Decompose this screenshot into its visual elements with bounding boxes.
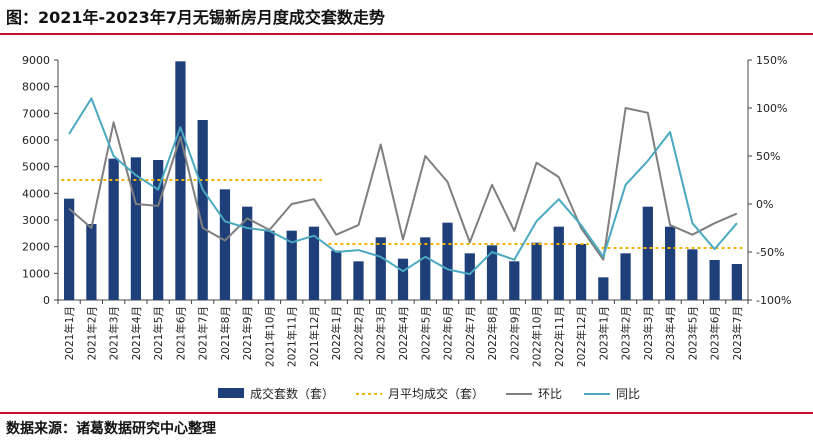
x-tick-label: 2021年2月 [85,306,98,360]
bar [375,237,386,300]
x-tick-label: 2021年4月 [130,306,143,360]
x-tick-label: 2022年11月 [553,306,566,367]
x-tick-label: 2021年11月 [286,306,299,367]
bar [664,226,676,300]
bar [219,189,231,300]
x-tick-label: 2022年8月 [486,306,499,360]
bar [242,206,253,300]
bar [197,120,208,300]
x-tick-label: 2022年10月 [531,306,544,367]
y-left-tick-label: 0 [43,294,50,307]
y-right-tick-label: 0% [756,198,773,211]
y-left-tick-label: 9000 [22,54,50,67]
bar [464,253,475,300]
y-right-tick-label: 50% [756,150,780,163]
y-right-tick-label: -100% [756,294,791,307]
y-right-tick-label: 150% [756,54,787,67]
bar [620,253,631,300]
bar [442,222,453,300]
bar [642,206,653,300]
x-tick-label: 2023年7月 [731,306,744,360]
x-tick-label: 2022年5月 [419,306,432,360]
source-note: 数据来源：诸葛数据研究中心整理 [6,421,216,437]
x-tick-label: 2021年3月 [108,306,121,360]
bar [64,198,75,300]
bar [575,244,587,300]
chart-title: 图：2021年-2023年7月无锡新房月度成交套数走势 [6,8,385,27]
legend-label: 环比 [538,387,562,401]
bar [308,226,320,300]
x-tick-label: 2022年2月 [352,306,365,360]
y-right-tick-label: 100% [756,102,787,115]
bar [553,226,564,300]
x-tick-label: 2021年10月 [263,306,276,367]
bottom-rule [0,412,813,414]
x-tick-label: 2021年1月 [63,306,76,360]
y-left-tick-label: 4000 [22,187,50,200]
x-tick-label: 2021年6月 [174,306,187,360]
x-tick-label: 2021年12月 [308,306,321,367]
mom-line [68,107,738,261]
x-tick-label: 2023年1月 [597,306,610,360]
bar [731,264,742,300]
bar [86,224,97,300]
x-tick-label: 2021年9月 [241,306,254,360]
bar [108,158,119,300]
x-tick-label: 2021年5月 [152,306,165,360]
y-left-tick-label: 3000 [22,214,50,227]
legend-label: 月平均成交（套） [388,386,484,401]
y-left-tick-label: 2000 [22,241,50,254]
bar [486,245,498,300]
bar [353,261,364,300]
bar [286,230,297,300]
bar [598,277,609,300]
bar [264,230,275,300]
legend-swatch [218,388,244,398]
x-tick-label: 2022年3月 [375,306,388,360]
x-tick-label: 2022年9月 [508,306,521,360]
bar [397,258,409,300]
bar [687,249,698,300]
legend-label: 同比 [616,387,640,401]
y-left-tick-label: 1000 [22,267,50,280]
x-tick-label: 2023年6月 [709,306,722,360]
bar [709,260,720,300]
x-tick-label: 2022年7月 [464,306,477,360]
bar [175,61,186,301]
bar [420,237,431,300]
bar [153,160,164,300]
yoy-line [68,97,738,276]
x-tick-label: 2023年5月 [686,306,699,360]
y-left-tick-label: 7000 [22,107,50,120]
bar [509,261,520,300]
x-tick-label: 2021年7月 [197,306,210,360]
top-rule [0,33,813,35]
bar [331,250,342,300]
chart: 0 1000 2000 3000 4000 5000 6000 7000 8000 9000 -10… [22,54,791,401]
x-tick-label: 2021年8月 [219,306,232,360]
legend-label: 成交套数（套） [250,386,334,401]
x-tick-label: 2023年4月 [664,306,677,360]
x-tick-label: 2023年2月 [620,306,633,360]
y-right-tick-label: -50% [756,246,784,259]
x-tick-label: 2022年1月 [330,306,343,360]
x-tick-label: 2022年12月 [575,306,588,367]
y-left-tick-label: 8000 [22,81,50,94]
x-tick-label: 2023年3月 [642,306,655,360]
bar [531,242,542,300]
y-left-tick-label: 5000 [22,161,50,174]
y-left-tick-label: 6000 [22,134,50,147]
x-tick-label: 2022年6月 [442,306,455,360]
x-tick-label: 2022年4月 [397,306,410,360]
bar [130,157,142,300]
